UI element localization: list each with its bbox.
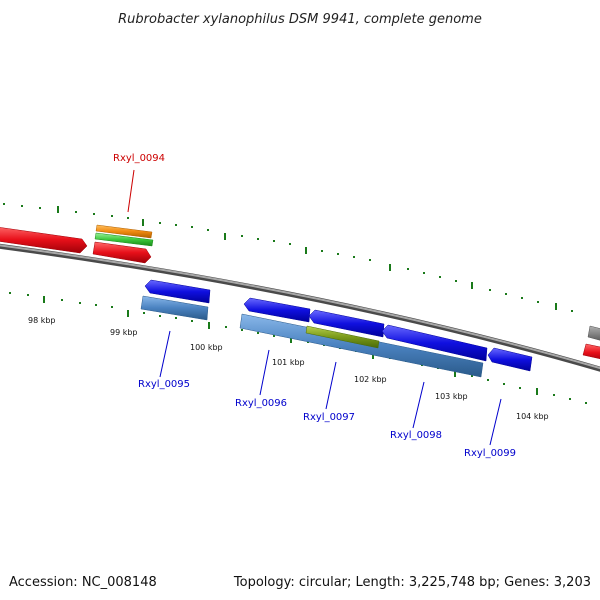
gene-arrow-red[interactable]: [92, 241, 152, 264]
gene-arrow-blue[interactable]: [243, 297, 311, 323]
kbp-label: 98 kbp: [28, 316, 56, 325]
gene-arrow-steel[interactable]: [239, 313, 484, 378]
label-leader-line: [489, 398, 502, 446]
kbp-label: 101 kbp: [272, 358, 305, 367]
accession-text: Accession: NC_008148: [9, 575, 157, 590]
kbp-label: 99 kbp: [110, 328, 138, 337]
genome-stats-text: Topology: circular; Length: 3,225,748 bp…: [233, 575, 591, 590]
label-leader-line: [325, 361, 337, 410]
forward-genes: [0, 224, 600, 361]
gene-arrow-gray[interactable]: [587, 325, 600, 343]
gene-labels: Rxyl_0094 Rxyl_0095 Rxyl_0096 Rxyl_0097 …: [113, 153, 516, 459]
gene-label-rxyl-0098[interactable]: Rxyl_0098: [390, 430, 442, 441]
map-title: Rubrobacter xylanophilus DSM 9941, compl…: [118, 12, 482, 27]
gene-arrow-orange[interactable]: [95, 224, 153, 239]
kbp-label: 100 kbp: [190, 343, 223, 352]
label-leader-line: [127, 169, 135, 213]
gene-arrow-olive[interactable]: [305, 325, 380, 349]
kbp-label: 103 kbp: [435, 392, 468, 401]
gene-label-rxyl-0094[interactable]: Rxyl_0094: [113, 153, 165, 164]
gene-arrow-blue[interactable]: [381, 324, 488, 362]
gene-arrow-steel[interactable]: [140, 295, 209, 321]
label-leader-line: [159, 330, 171, 378]
gene-arrow-blue[interactable]: [144, 279, 211, 304]
upper-tick-track: [3, 203, 573, 312]
kbp-label: 102 kbp: [354, 375, 387, 384]
label-leader-line: [412, 381, 425, 429]
gene-arrow-blue[interactable]: [308, 309, 385, 338]
genome-backbone: [0, 243, 600, 372]
gene-arrow-red[interactable]: [0, 226, 88, 254]
gene-label-rxyl-0095[interactable]: Rxyl_0095: [138, 379, 190, 390]
gene-arrow-blue[interactable]: [487, 347, 533, 372]
gene-arrow-green[interactable]: [94, 232, 154, 247]
label-leader-line: [259, 349, 270, 396]
gene-label-rxyl-0099[interactable]: Rxyl_0099: [464, 448, 516, 459]
reverse-genes: [140, 279, 533, 378]
gene-label-rxyl-0096[interactable]: Rxyl_0096: [235, 398, 287, 409]
kbp-label: 104 kbp: [516, 412, 549, 421]
gene-label-rxyl-0097[interactable]: Rxyl_0097: [303, 412, 355, 423]
kbp-labels: 98 kbp 99 kbp 100 kbp 101 kbp 102 kbp 10…: [28, 316, 549, 421]
gene-arrow-red[interactable]: [582, 343, 600, 361]
